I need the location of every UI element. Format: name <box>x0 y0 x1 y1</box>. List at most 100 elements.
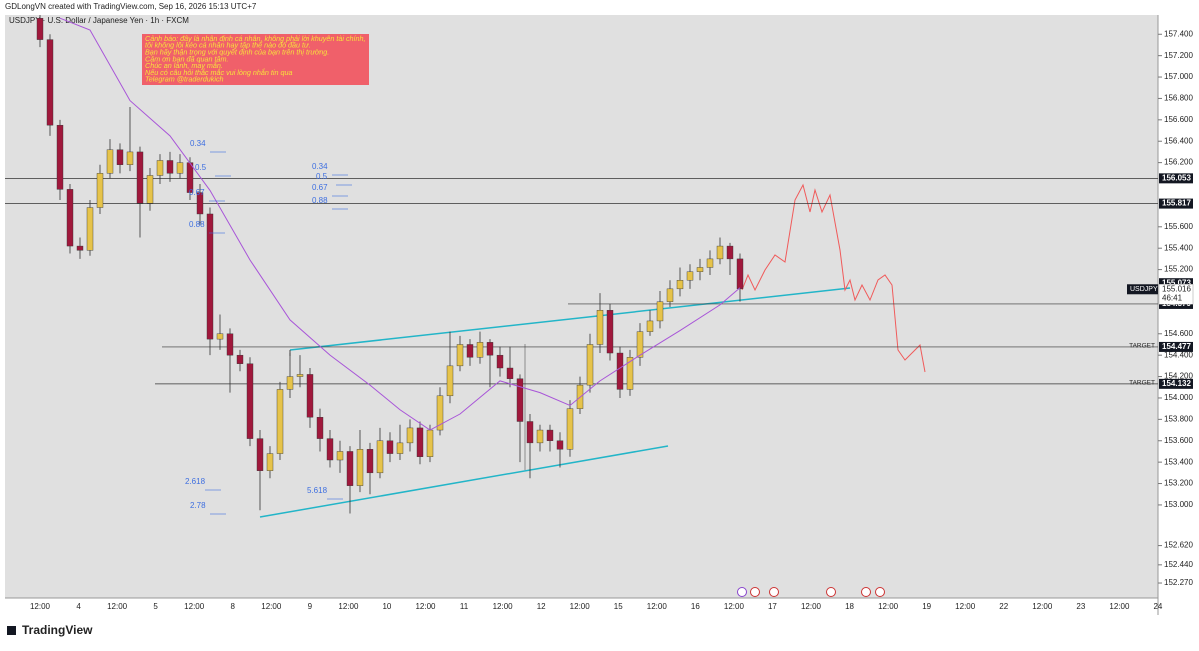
y-tick-label: 153.000 <box>1164 500 1193 509</box>
candle-body <box>346 451 354 486</box>
candle-body <box>166 160 174 174</box>
x-tick-label: 12:00 <box>184 602 205 611</box>
candle-body <box>246 363 254 439</box>
warning-box <box>142 34 369 85</box>
warning-line: tôi không lôi kéo cá nhân hay tập thể nà… <box>145 41 311 50</box>
candle-body <box>546 429 554 441</box>
candle-body <box>316 417 324 439</box>
event-icon <box>826 587 836 597</box>
candle-body <box>326 438 334 461</box>
x-tick-label: 9 <box>308 602 313 611</box>
candle-body <box>56 124 64 190</box>
x-tick-label: 16 <box>691 602 700 611</box>
candle-body <box>696 267 704 272</box>
warning-line: Cảm ơn bạn đã quan tâm. <box>145 54 228 63</box>
x-tick-label: 12:00 <box>955 602 976 611</box>
fib-label: 0.67 <box>189 188 205 197</box>
fib-label: 0.67 <box>312 183 328 192</box>
candle-body <box>626 357 634 390</box>
x-tick-label: 18 <box>845 602 854 611</box>
current-price-box <box>1158 284 1194 305</box>
candle-body <box>616 352 624 390</box>
x-tick-label: 12:00 <box>1109 602 1130 611</box>
x-tick-label: 11 <box>460 602 469 611</box>
fib-label: 0.5 <box>316 172 328 181</box>
candle-body <box>86 207 94 251</box>
fib-label: 0.34 <box>312 162 328 171</box>
candle-body <box>726 245 734 260</box>
y-tick-label: 157.400 <box>1164 29 1193 38</box>
level-tag: TARGET <box>1129 343 1155 350</box>
forecast-path <box>741 183 926 373</box>
y-tick-label: 157.200 <box>1164 51 1193 60</box>
fib-label: 2.618 <box>185 477 206 486</box>
x-tick-label: 12:00 <box>493 602 514 611</box>
candle-body <box>156 160 164 176</box>
candle-body <box>456 344 464 367</box>
candle-body <box>116 149 124 165</box>
x-tick-label: 12 <box>537 602 546 611</box>
x-tick-label: 17 <box>768 602 777 611</box>
y-tick-label: 154.600 <box>1164 329 1193 338</box>
y-tick-label: 155.600 <box>1164 222 1193 231</box>
level-tag: TARGET <box>1129 380 1155 387</box>
candle-body <box>376 440 384 474</box>
x-tick-label: 4 <box>76 602 81 611</box>
warning-line: Nếu có câu hỏi thắc mắc vui lòng nhắn ti… <box>145 68 292 77</box>
y-tick-label: 153.200 <box>1164 479 1193 488</box>
level-label: 155.817 <box>1162 199 1191 208</box>
candle-body <box>556 440 564 450</box>
candle-body <box>366 449 374 474</box>
candle-body <box>676 280 684 290</box>
x-tick-label: 22 <box>999 602 1008 611</box>
header: GDLongVN created with TradingView.com, S… <box>5 2 257 11</box>
y-tick-label: 154.000 <box>1164 393 1193 402</box>
x-tick-label: 24 <box>1153 602 1162 611</box>
candle-body <box>736 258 744 290</box>
candle-body <box>46 39 54 126</box>
upper-trend-line <box>289 287 851 351</box>
x-tick-label: 12:00 <box>570 602 591 611</box>
candle-body <box>526 421 534 444</box>
x-tick-label: 12:00 <box>801 602 822 611</box>
lower-trend-line <box>259 445 669 518</box>
candle-body <box>466 344 474 358</box>
candle-body <box>356 449 364 486</box>
candle-body <box>106 149 114 174</box>
candle-body <box>286 376 294 390</box>
fib-label: 0.34 <box>190 139 206 148</box>
candle-body <box>706 258 714 268</box>
level-box <box>1159 341 1193 352</box>
x-tick-label: 12:00 <box>338 602 359 611</box>
event-icon <box>875 587 885 597</box>
moving-average <box>59 17 741 431</box>
logo-mark <box>7 626 16 635</box>
fib-label: 0.5 <box>195 163 207 172</box>
candle-body <box>126 151 134 165</box>
warning-line: Bạn hãy thận trọng với quyết định của bạ… <box>145 48 329 57</box>
event-icons <box>737 587 885 597</box>
candle-body <box>596 310 604 345</box>
current-price-label: 155.016 <box>1162 284 1191 293</box>
candle-body <box>36 18 44 40</box>
candle-body <box>386 440 394 454</box>
level-box <box>1159 378 1193 389</box>
fib-label: 0.88 <box>312 196 328 205</box>
candle-body <box>276 389 284 454</box>
level-label: 156.053 <box>1162 173 1191 182</box>
candle-body <box>406 427 414 444</box>
x-tick-label: 12:00 <box>878 602 899 611</box>
candle-body <box>96 173 104 208</box>
candle-body <box>666 288 674 302</box>
level-label: 155.073 <box>1162 278 1191 287</box>
y-tick-label: 152.620 <box>1164 541 1193 550</box>
candle-body <box>686 271 694 281</box>
candle-body <box>76 245 84 251</box>
level-box <box>1159 198 1193 209</box>
y-tick-label: 152.270 <box>1164 578 1193 587</box>
warning-line: Telegram @traderdukich <box>145 75 224 84</box>
event-icon <box>861 587 871 597</box>
candle-body <box>646 320 654 332</box>
candle-body <box>606 310 614 354</box>
